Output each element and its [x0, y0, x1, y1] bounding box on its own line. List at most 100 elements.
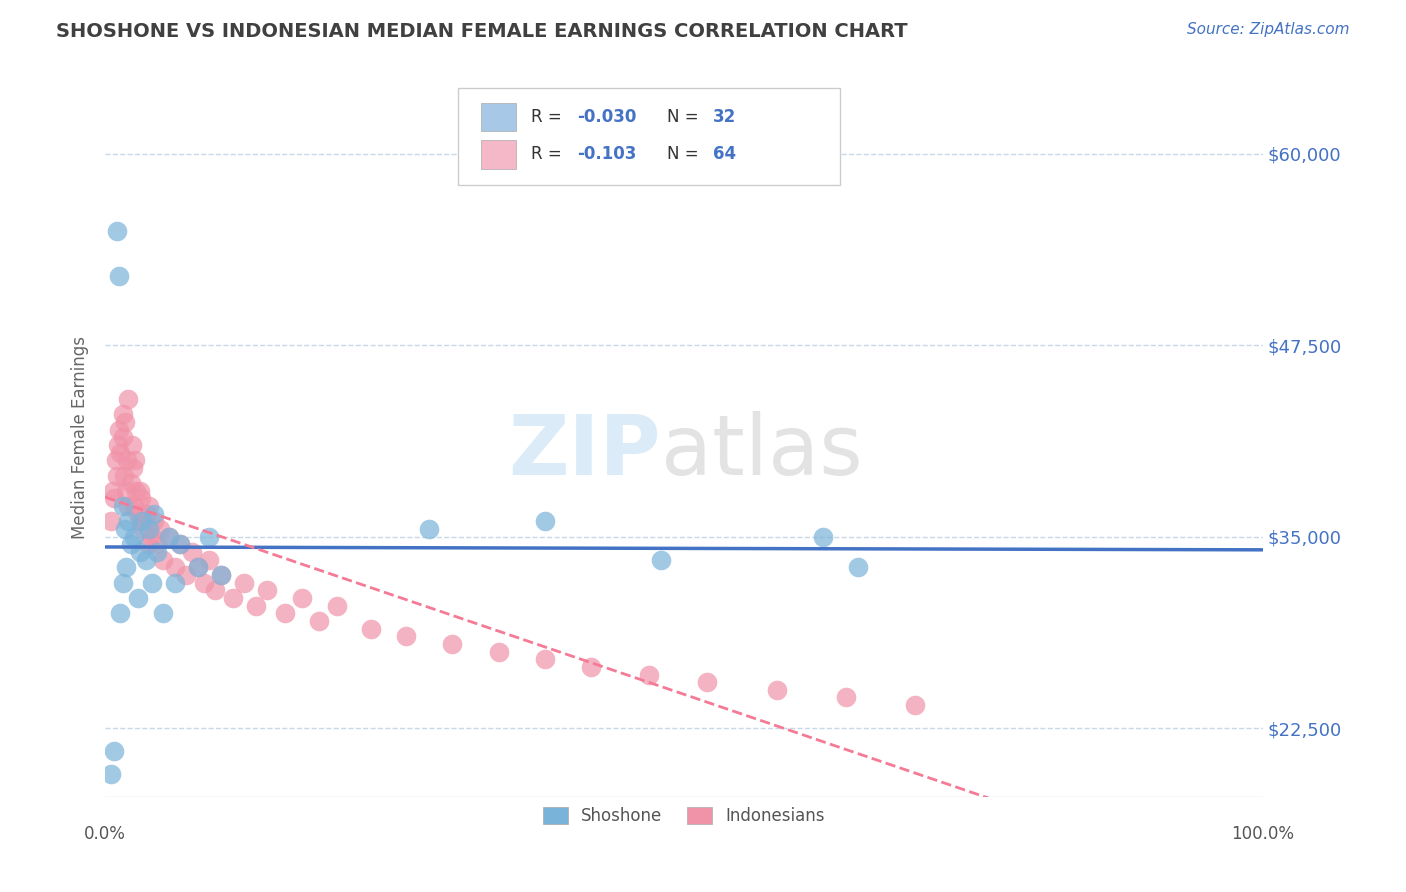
Point [187, 560, 209, 574]
Text: 0.0%: 0.0% [84, 824, 127, 843]
Point [117, 499, 139, 513]
Point [103, 483, 125, 498]
Text: R =: R = [531, 108, 567, 126]
Point [111, 430, 134, 444]
Text: N =: N = [666, 145, 703, 163]
Point [146, 545, 169, 559]
Point [131, 515, 153, 529]
Text: ZIP: ZIP [509, 411, 661, 492]
Point [120, 537, 142, 551]
Point [108, 423, 131, 437]
Point [904, 698, 927, 713]
Point [204, 583, 226, 598]
Point [198, 530, 221, 544]
Point [835, 690, 858, 705]
Point [111, 499, 134, 513]
Point [125, 483, 148, 498]
Point [111, 407, 134, 421]
Point [111, 575, 134, 590]
Point [141, 575, 163, 590]
Point [138, 522, 160, 536]
Text: 32: 32 [713, 108, 737, 126]
Legend: Shoshone, Indonesians: Shoshone, Indonesians [536, 800, 832, 832]
Point [765, 682, 787, 697]
Point [152, 552, 174, 566]
Point [534, 515, 557, 529]
Point [110, 607, 132, 621]
Point [122, 499, 145, 513]
FancyBboxPatch shape [481, 140, 516, 169]
Point [441, 637, 464, 651]
Point [209, 568, 232, 582]
Point [129, 491, 152, 506]
Point [105, 223, 128, 237]
Point [142, 507, 165, 521]
Point [122, 530, 145, 544]
Point [325, 599, 347, 613]
Point [100, 515, 122, 529]
Point [112, 468, 135, 483]
Point [104, 453, 127, 467]
Point [114, 415, 136, 429]
Point [117, 392, 139, 406]
FancyBboxPatch shape [458, 88, 841, 186]
Point [811, 530, 834, 544]
Text: Source: ZipAtlas.com: Source: ZipAtlas.com [1187, 22, 1350, 37]
Point [273, 607, 295, 621]
Point [132, 522, 155, 536]
Point [100, 767, 122, 781]
Point [115, 453, 138, 467]
Point [129, 545, 152, 559]
Point [117, 515, 139, 529]
Point [534, 652, 557, 666]
Point [136, 537, 159, 551]
Point [107, 438, 129, 452]
Text: N =: N = [666, 108, 703, 126]
FancyBboxPatch shape [481, 103, 516, 131]
Point [581, 660, 603, 674]
Point [114, 522, 136, 536]
Point [169, 537, 191, 551]
Point [245, 599, 267, 613]
Point [163, 560, 186, 574]
Point [110, 445, 132, 459]
Point [187, 560, 209, 574]
Point [169, 537, 191, 551]
Point [146, 537, 169, 551]
Point [135, 507, 157, 521]
Text: 100.0%: 100.0% [1232, 824, 1294, 843]
Point [308, 614, 330, 628]
Text: R =: R = [531, 145, 567, 163]
Point [181, 545, 204, 559]
Point [157, 530, 180, 544]
Point [256, 583, 278, 598]
Point [209, 568, 232, 582]
Point [395, 629, 418, 643]
Point [103, 491, 125, 506]
Point [127, 507, 149, 521]
Point [127, 591, 149, 605]
Point [115, 483, 138, 498]
Point [157, 530, 180, 544]
Point [124, 453, 146, 467]
Point [638, 667, 661, 681]
Text: -0.030: -0.030 [578, 108, 637, 126]
Point [418, 522, 440, 536]
Point [103, 744, 125, 758]
Text: atlas: atlas [661, 411, 862, 492]
Point [121, 438, 143, 452]
Point [129, 515, 152, 529]
Point [142, 515, 165, 529]
Point [221, 591, 243, 605]
Point [163, 575, 186, 590]
Point [650, 552, 672, 566]
Point [138, 499, 160, 513]
Text: 64: 64 [713, 145, 735, 163]
Point [129, 483, 152, 498]
Point [198, 552, 221, 566]
Text: -0.103: -0.103 [578, 145, 637, 163]
Point [122, 460, 145, 475]
Point [291, 591, 314, 605]
Point [360, 622, 382, 636]
Y-axis label: Median Female Earnings: Median Female Earnings [72, 335, 89, 539]
